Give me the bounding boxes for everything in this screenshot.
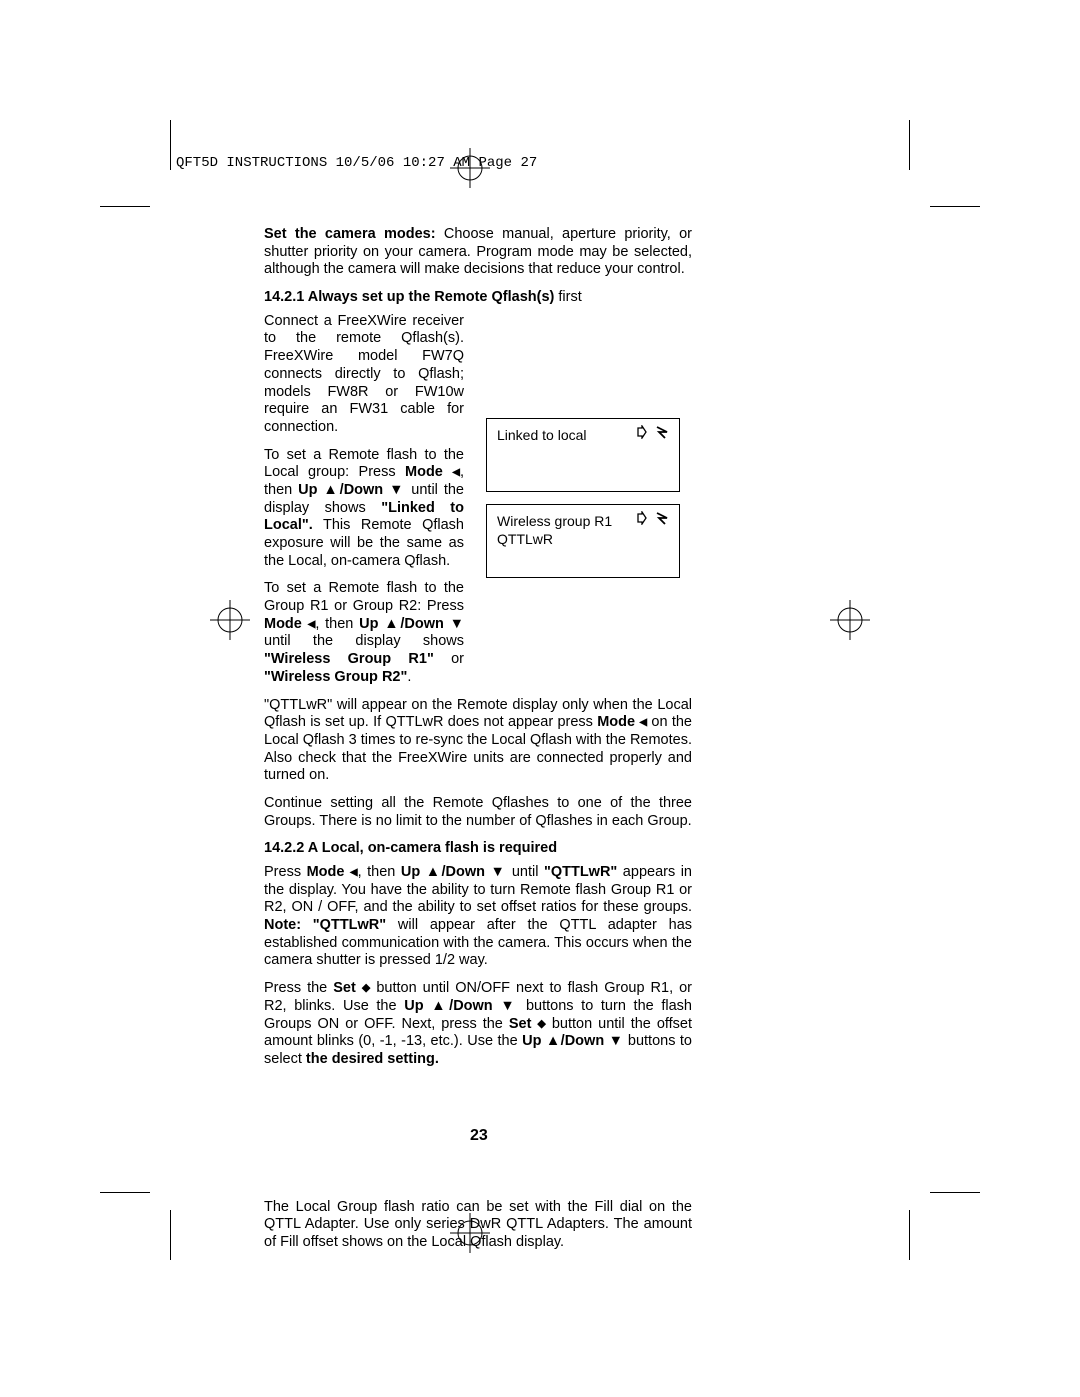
status-icons <box>637 425 671 439</box>
intro-paragraph: Set the camera modes: Choose manual, ape… <box>264 226 692 279</box>
intro-lead: Set the camera modes: <box>264 226 436 242</box>
s2-p2: Press the Set ◆ button until ON/OFF next… <box>264 980 692 1068</box>
s2-p1: Press Mode ◀, then Up ▲/Down ▼ until "QT… <box>264 864 692 970</box>
section-heading-14-2-2: 14.2.2 A Local, on-camera flash is requi… <box>264 840 692 858</box>
registration-mark-right <box>830 600 870 640</box>
display-text: Wireless group R1 <box>497 513 612 529</box>
s2-p3: The Local Group flash ratio can be set w… <box>264 1199 692 1252</box>
crop-mark <box>100 1192 150 1193</box>
s1-p2: To set a Remote flash to the Local group… <box>264 447 464 571</box>
left-triangle-icon: ◀ <box>350 867 358 879</box>
crop-mark <box>170 1210 171 1260</box>
crop-mark <box>930 1192 980 1193</box>
page-content: Set the camera modes: Choose manual, ape… <box>264 226 692 1262</box>
s1-p1: Connect a FreeXWire receiver to the remo… <box>264 313 464 437</box>
crop-mark <box>909 1210 910 1260</box>
s1-p3: To set a Remote flash to the Group R1 or… <box>264 580 464 686</box>
crop-mark <box>100 206 150 207</box>
left-triangle-icon: ◀ <box>452 467 460 479</box>
display-icons <box>637 511 671 530</box>
registration-mark-left <box>210 600 250 640</box>
lcd-display-linked: Linked to local <box>486 418 680 492</box>
section-heading-14-2-1: 14.2.1 Always set up the Remote Qflash(s… <box>264 289 692 307</box>
status-icons <box>637 511 671 525</box>
display-icons <box>637 425 671 444</box>
document-header: QFT5D INSTRUCTIONS 10/5/06 10:27 AM Page… <box>176 155 537 171</box>
crop-mark <box>930 206 980 207</box>
s1-p4: "QTTLwR" will appear on the Remote displ… <box>264 697 692 785</box>
display-text-2: QTTLwR <box>497 531 553 547</box>
display-text: Linked to local <box>497 427 587 443</box>
s1-p5: Continue setting all the Remote Qflashes… <box>264 795 692 830</box>
page-number: 23 <box>470 1127 488 1145</box>
crop-mark <box>170 120 171 170</box>
left-triangle-icon: ◀ <box>639 717 647 729</box>
diamond-icon: ◆ <box>537 1018 545 1031</box>
lcd-display-wireless: Wireless group R1 QTTLwR <box>486 504 680 578</box>
crop-mark <box>909 120 910 170</box>
